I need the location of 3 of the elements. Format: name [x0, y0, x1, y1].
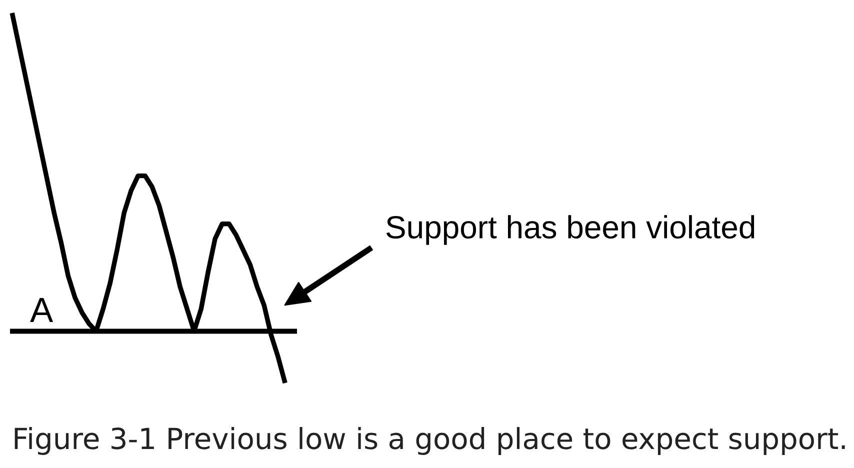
caption: Figure 3-1 Previous low is a good place to expect support. — [14, 427, 845, 455]
ref-line-label: A — [30, 298, 54, 322]
text: Support has been violated — [386, 215, 754, 245]
